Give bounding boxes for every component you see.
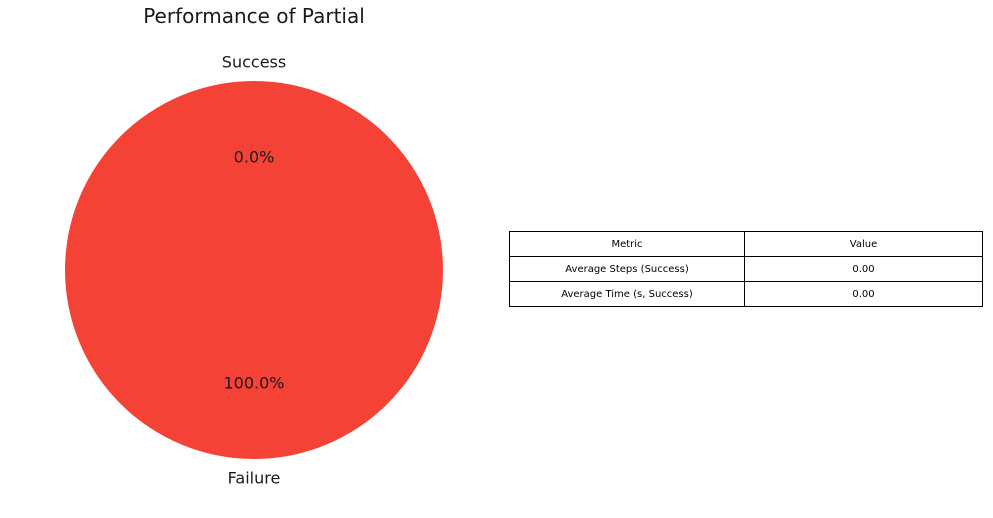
table-header-metric: Metric	[509, 231, 745, 257]
table-cell-value: 0.00	[744, 281, 983, 307]
table-row: Average Steps (Success) 0.00	[509, 256, 983, 282]
table-row: Average Time (s, Success) 0.00	[509, 281, 983, 307]
table-cell-metric: Average Steps (Success)	[509, 256, 745, 282]
table-cell-value: 0.00	[744, 256, 983, 282]
metrics-table: Metric Value Average Steps (Success) 0.0…	[509, 231, 983, 307]
table-header-row: Metric Value	[509, 231, 983, 257]
pie-slice-failure	[65, 81, 443, 459]
chart-title: Performance of Partial	[143, 4, 365, 28]
slice-percent-success: 0.0%	[233, 147, 275, 167]
slice-label-success: Success	[221, 52, 287, 72]
table-cell-metric: Average Time (s, Success)	[509, 281, 745, 307]
table-header-value: Value	[744, 231, 983, 257]
slice-label-failure: Failure	[227, 468, 281, 488]
slice-percent-failure: 100.0%	[223, 373, 285, 393]
